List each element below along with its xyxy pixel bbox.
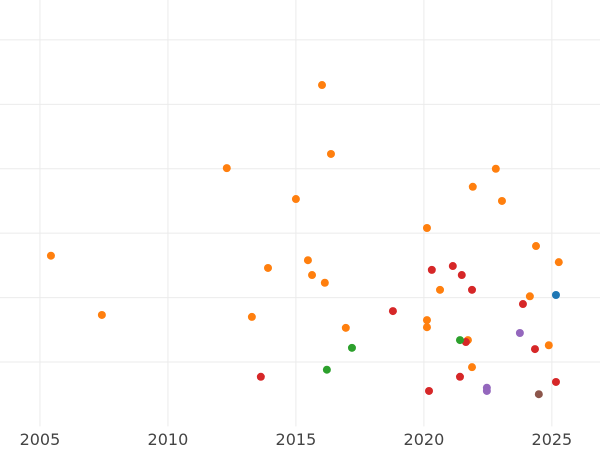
- point: [497, 196, 506, 205]
- point: [551, 377, 560, 386]
- x-tick-label: 2005: [20, 430, 61, 449]
- point: [518, 300, 527, 309]
- point: [425, 386, 434, 395]
- point: [341, 323, 350, 332]
- point: [532, 242, 541, 251]
- point: [455, 336, 464, 345]
- point: [388, 307, 397, 316]
- point: [247, 312, 256, 321]
- point: [515, 329, 524, 338]
- point: [482, 386, 491, 395]
- point: [322, 365, 331, 374]
- point: [291, 195, 300, 204]
- point: [303, 256, 312, 265]
- x-tick-label: 2020: [404, 430, 445, 449]
- point: [422, 316, 431, 325]
- x-tick-label: 2010: [148, 430, 189, 449]
- point: [222, 164, 231, 173]
- point: [534, 390, 543, 399]
- point: [256, 372, 265, 381]
- point: [551, 291, 560, 300]
- point: [491, 164, 500, 173]
- point: [422, 323, 431, 332]
- point: [525, 292, 534, 301]
- point: [264, 263, 273, 272]
- point: [318, 81, 327, 90]
- point: [46, 251, 55, 260]
- point: [448, 262, 457, 271]
- point: [457, 271, 466, 280]
- x-tick-label: 2025: [532, 430, 573, 449]
- point: [422, 224, 431, 233]
- point: [436, 285, 445, 294]
- point: [468, 285, 477, 294]
- x-tick-label: 2015: [276, 430, 317, 449]
- point: [468, 182, 477, 191]
- point: [97, 310, 106, 319]
- point: [554, 258, 563, 267]
- point: [468, 363, 477, 372]
- point: [544, 341, 553, 350]
- point: [326, 149, 335, 158]
- point: [308, 271, 317, 280]
- point: [347, 343, 356, 352]
- point: [427, 265, 436, 274]
- point: [530, 345, 539, 354]
- point: [455, 372, 464, 381]
- point: [320, 278, 329, 287]
